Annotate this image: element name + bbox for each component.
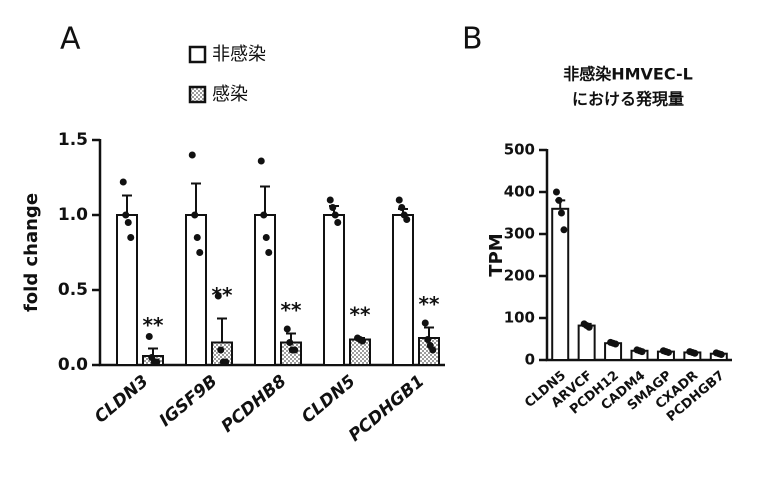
bar xyxy=(323,214,345,366)
y-tick-label: 1.0 xyxy=(58,205,88,225)
bar xyxy=(392,214,414,366)
data-point xyxy=(262,234,270,241)
significance: ** xyxy=(350,303,371,327)
data-point xyxy=(145,333,153,340)
data-point xyxy=(560,226,568,234)
data-point xyxy=(691,349,699,357)
y-axis-label: TPM xyxy=(486,233,507,276)
x-tick-label: CLDN3 xyxy=(91,371,152,427)
data-point xyxy=(557,209,565,217)
data-point xyxy=(265,249,273,256)
error-bar xyxy=(191,182,201,215)
data-point xyxy=(638,348,646,356)
significance: ** xyxy=(212,283,233,307)
x-tick-label: PCDHGB1 xyxy=(345,371,428,445)
y-tick-label: 0 xyxy=(525,351,535,369)
data-point xyxy=(329,204,337,211)
data-point xyxy=(585,323,593,331)
data-point xyxy=(359,337,366,345)
data-point xyxy=(429,346,437,354)
legend-label: 非感染 xyxy=(212,44,266,65)
x-tick-label: IGSF9B xyxy=(156,371,222,431)
chart-title: における発現量 xyxy=(572,90,684,109)
y-tick-label: 0.0 xyxy=(58,355,88,375)
legend-label: 感染 xyxy=(212,84,248,105)
panel-label: B xyxy=(462,22,483,57)
data-point xyxy=(214,292,222,300)
chart-title: 非感染HMVEC-L xyxy=(563,65,693,84)
data-point xyxy=(191,211,199,219)
data-point xyxy=(717,351,725,359)
data-point xyxy=(331,211,339,219)
legend-swatch xyxy=(188,45,207,64)
data-point xyxy=(127,234,135,241)
data-point xyxy=(424,336,432,343)
bar xyxy=(280,341,302,366)
significance: ** xyxy=(419,292,440,316)
error-bar xyxy=(260,185,270,215)
data-point xyxy=(217,346,225,354)
y-tick-label: 200 xyxy=(504,267,535,285)
data-point xyxy=(119,178,127,186)
data-point xyxy=(398,204,406,211)
data-point xyxy=(555,196,563,204)
data-point xyxy=(326,196,334,204)
y-axis-label: fold change xyxy=(21,193,42,312)
y-tick-label: 400 xyxy=(504,183,535,201)
significance: ** xyxy=(143,313,164,337)
data-point xyxy=(612,340,620,348)
y-tick-label: 1.5 xyxy=(58,130,88,150)
data-point xyxy=(153,358,161,366)
data-point xyxy=(291,346,299,354)
error-bar xyxy=(217,317,227,343)
data-point xyxy=(257,157,265,165)
data-point xyxy=(283,325,291,333)
data-point xyxy=(188,151,196,159)
y-tick-label: 300 xyxy=(504,225,535,243)
data-point xyxy=(193,234,201,241)
data-point xyxy=(260,211,268,219)
legend-swatch xyxy=(188,85,207,104)
bar xyxy=(577,324,596,361)
y-tick-label: 0.5 xyxy=(58,280,88,300)
data-point xyxy=(196,249,204,256)
data-point xyxy=(222,358,230,366)
data-point xyxy=(552,188,560,196)
data-point xyxy=(286,339,294,346)
data-point xyxy=(122,211,130,219)
x-tick-label: PCDHB8 xyxy=(218,371,291,437)
y-tick-label: 500 xyxy=(504,141,535,159)
data-point xyxy=(421,319,429,327)
x-tick-label: CLDN5 xyxy=(298,371,359,427)
axis xyxy=(545,149,732,362)
significance: ** xyxy=(281,298,302,322)
data-point xyxy=(334,219,342,226)
panel-label: A xyxy=(60,22,81,57)
y-tick-label: 100 xyxy=(504,309,535,327)
data-point xyxy=(124,219,132,226)
data-point xyxy=(395,196,403,204)
data-point xyxy=(664,348,672,356)
data-point xyxy=(403,216,411,223)
